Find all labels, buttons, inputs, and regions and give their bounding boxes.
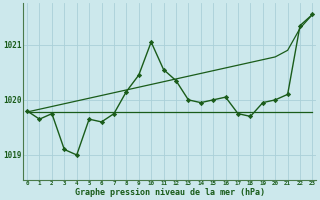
X-axis label: Graphe pression niveau de la mer (hPa): Graphe pression niveau de la mer (hPa)	[75, 188, 265, 197]
